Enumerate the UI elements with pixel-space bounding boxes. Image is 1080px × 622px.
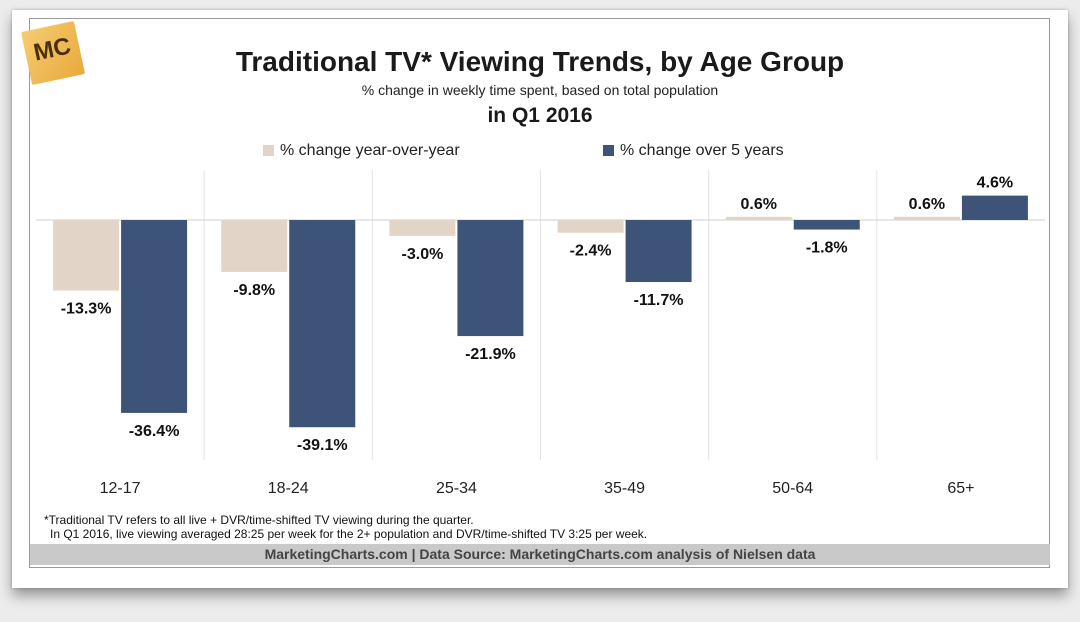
legend-swatch-yoy: [263, 145, 274, 156]
data-label-5yr-12-17: -36.4%: [129, 423, 180, 440]
bar-yoy-25-34: [389, 220, 456, 236]
legend-swatch-5yr: [603, 145, 614, 156]
data-label-5yr-35-49: -11.7%: [634, 292, 684, 309]
x-tick-label-25-34: 25-34: [436, 480, 477, 497]
chart-subtitle: % change in weekly time spent, based on …: [361, 82, 719, 98]
footnote-definition: *Traditional TV refers to all live + DVR…: [44, 513, 474, 527]
data-label-yoy-25-34: -3.0%: [402, 246, 444, 263]
bar-5yr-25-34: [457, 220, 524, 337]
bar-5yr-50-64: [793, 220, 860, 230]
bar-yoy-35-49: [557, 220, 624, 233]
data-label-yoy-65+: 0.6%: [909, 196, 945, 213]
data-label-yoy-18-24: -9.8%: [233, 282, 275, 299]
data-label-5yr-65+: 4.6%: [977, 175, 1013, 192]
data-label-5yr-50-64: -1.8%: [806, 240, 848, 257]
footnote-averages: In Q1 2016, live viewing averaged 28:25 …: [50, 527, 648, 541]
legend-label-yoy: % change year-over-year: [280, 142, 460, 159]
data-label-5yr-18-24: -39.1%: [297, 437, 348, 454]
chart-period: in Q1 2016: [487, 104, 593, 127]
data-label-yoy-50-64: 0.6%: [741, 196, 777, 213]
x-tick-label-35-49: 35-49: [604, 480, 645, 497]
bar-yoy-50-64: [725, 216, 792, 220]
bar-5yr-18-24: [289, 220, 356, 428]
chart-title: Traditional TV* Viewing Trends, by Age G…: [235, 46, 845, 77]
source-bar: MarketingCharts.com | Data Source: Marke…: [30, 544, 1050, 565]
bar-yoy-12-17: [53, 220, 120, 291]
bar-5yr-12-17: [121, 220, 188, 413]
bar-5yr-35-49: [625, 220, 692, 283]
data-label-yoy-12-17: -13.3%: [61, 300, 112, 317]
bar-5yr-65+: [961, 195, 1028, 220]
legend-label-5yr: % change over 5 years: [620, 142, 784, 159]
data-label-5yr-25-34: -21.9%: [465, 346, 516, 363]
bar-yoy-18-24: [221, 220, 288, 272]
x-tick-label-65+: 65+: [947, 480, 974, 497]
data-label-yoy-35-49: -2.4%: [570, 243, 612, 260]
chart-card: [12, 10, 1068, 588]
legend-item-5yr: % change over 5 years: [603, 142, 784, 160]
x-tick-label-50-64: 50-64: [772, 480, 813, 497]
x-tick-label-18-24: 18-24: [268, 480, 309, 497]
x-tick-label-12-17: 12-17: [100, 480, 141, 497]
bar-yoy-65+: [893, 216, 960, 220]
legend-item-yoy: % change year-over-year: [263, 142, 460, 160]
chart-frame: [29, 18, 1050, 568]
